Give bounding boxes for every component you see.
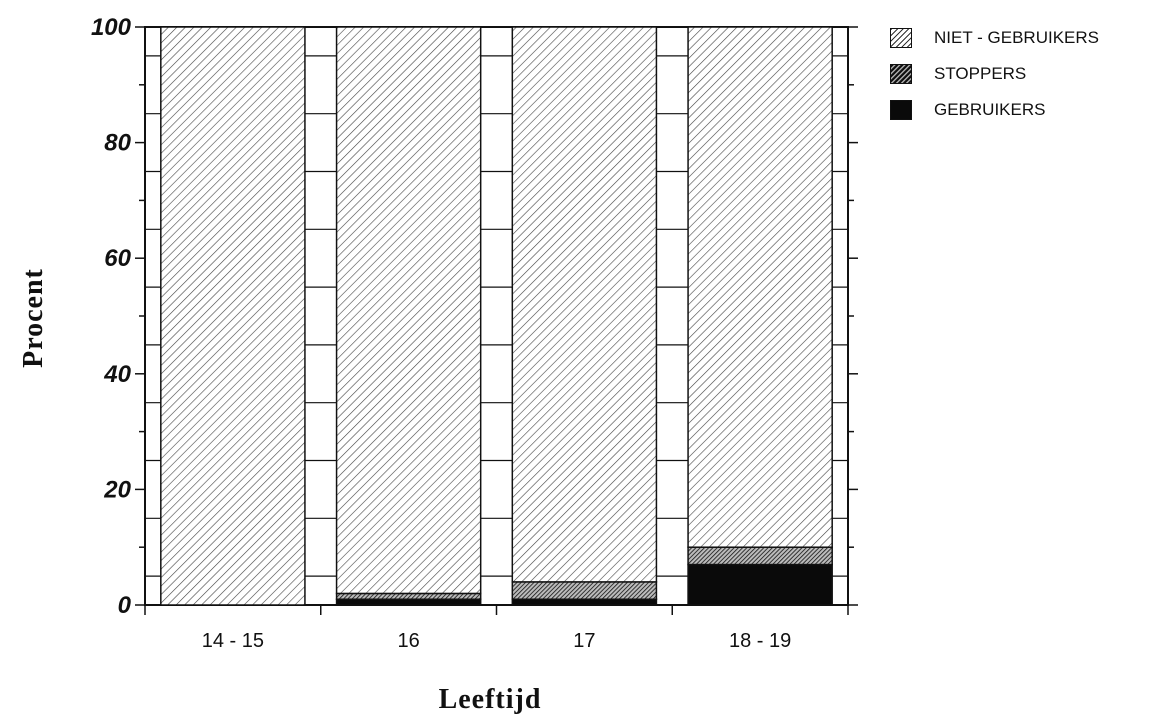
x-category-label: 18 - 19: [729, 630, 791, 652]
legend-swatch: [890, 64, 912, 84]
x-axis-title: Leeftijd: [439, 684, 542, 715]
bar-niet-gebruikers-1: [160, 26, 306, 606]
legend-swatch: [890, 28, 912, 48]
bars: [160, 26, 833, 606]
x-category-label: 14 - 15: [202, 630, 264, 652]
y-tick-label: 40: [103, 361, 131, 388]
legend-swatch: [890, 100, 912, 120]
y-tick-label: 80: [104, 130, 131, 157]
y-tick-label: 0: [118, 592, 132, 619]
legend-label: STOPPERS: [934, 64, 1027, 83]
bar-niet-gebruikers-3: [511, 26, 658, 583]
x-category-label: 16: [398, 630, 420, 652]
legend-label: NIET - GEBRUIKERS: [934, 28, 1099, 47]
bar-stoppers-4: [687, 546, 833, 566]
x-category-label: 17: [573, 630, 595, 652]
bar-stoppers-3: [511, 581, 658, 600]
legend-item: GEBRUIKERS: [890, 92, 1099, 128]
y-tick-label: 20: [103, 476, 131, 503]
bar-niet-gebruikers-2: [335, 26, 482, 595]
bar-niet-gebruikers-4: [687, 26, 833, 548]
legend-label: GEBRUIKERS: [934, 100, 1046, 119]
y-tick-label: 100: [91, 14, 132, 41]
y-axis-tick-labels: 0 20 40 60 80 100: [91, 14, 132, 619]
y-axis-ticks: [135, 26, 858, 615]
bar-gebruikers-3: [511, 598, 658, 606]
x-axis-category-labels: 14 - 15 16 17 18 - 19: [202, 630, 792, 652]
bar-stoppers-2: [335, 592, 482, 600]
bar-gebruikers-4: [687, 563, 833, 606]
y-axis-title: Procent: [18, 268, 49, 368]
legend-item: STOPPERS: [890, 56, 1099, 92]
legend: NIET - GEBRUIKERS STOPPERS GEBRUIKERS: [890, 20, 1099, 128]
bar-gebruikers-2: [335, 598, 482, 606]
legend-item: NIET - GEBRUIKERS: [890, 20, 1099, 56]
y-tick-label: 60: [104, 245, 131, 272]
